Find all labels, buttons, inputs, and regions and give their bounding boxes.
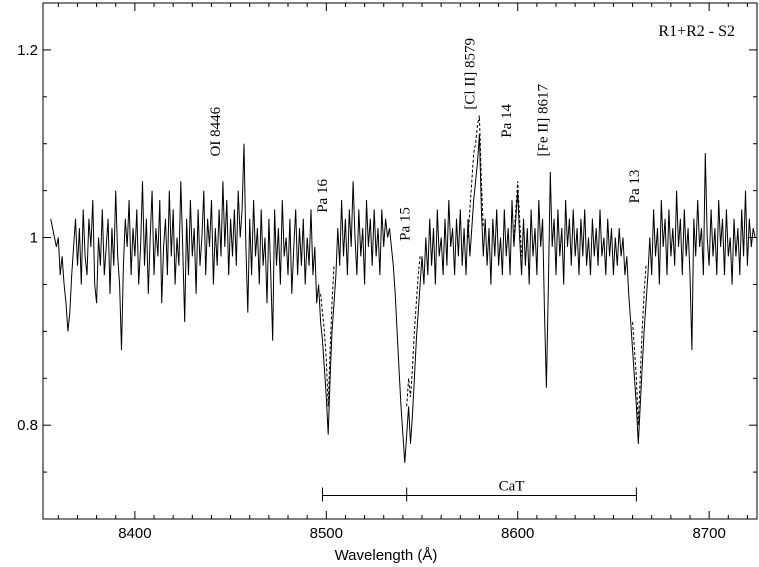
x-tick-label: 8600 — [501, 525, 534, 542]
series-dashed-line — [406, 256, 421, 407]
cat-bracket: CaT — [321, 479, 637, 502]
annotation-layer: OI 8446 Pa 16 Pa 15 [Cl II] 8579 Pa 14 [Fe II… — [208, 38, 643, 241]
line-label: OI 8446 — [208, 106, 224, 156]
series-dashed-line — [467, 115, 484, 238]
line-label: Pa 13 — [627, 170, 643, 204]
series-dashed-line — [513, 181, 523, 257]
series-solid-line — [50, 134, 756, 463]
x-tick-label: 8400 — [118, 525, 151, 542]
line-label: [Cl II] 8579 — [463, 38, 479, 110]
x-axis-label: Wavelength (Å) — [335, 547, 438, 564]
line-label: Pa 15 — [397, 207, 413, 241]
series-layer — [50, 115, 756, 463]
y-tick-label: 1 — [30, 230, 38, 247]
y-tick-label: 1.2 — [17, 42, 38, 59]
line-label: [Fe II] 8617 — [535, 84, 551, 157]
line-label: Pa 14 — [499, 103, 515, 137]
x-tick-label: 8500 — [310, 525, 343, 542]
plot-frame — [42, 2, 758, 520]
line-label: Pa 16 — [315, 179, 331, 213]
bracket-label: CaT — [499, 479, 525, 495]
series-dashed-line — [320, 265, 335, 407]
series-dashed-line — [632, 265, 647, 426]
plot-area — [42, 2, 758, 520]
x-tick-label: 8700 — [692, 525, 725, 542]
y-tick-label: 0.8 — [17, 417, 38, 434]
axis-layer: 8400 8500 8600 8700 0.8 1 1.2 — [17, 2, 757, 542]
chart-title: R1+R2 - S2 — [658, 23, 735, 40]
